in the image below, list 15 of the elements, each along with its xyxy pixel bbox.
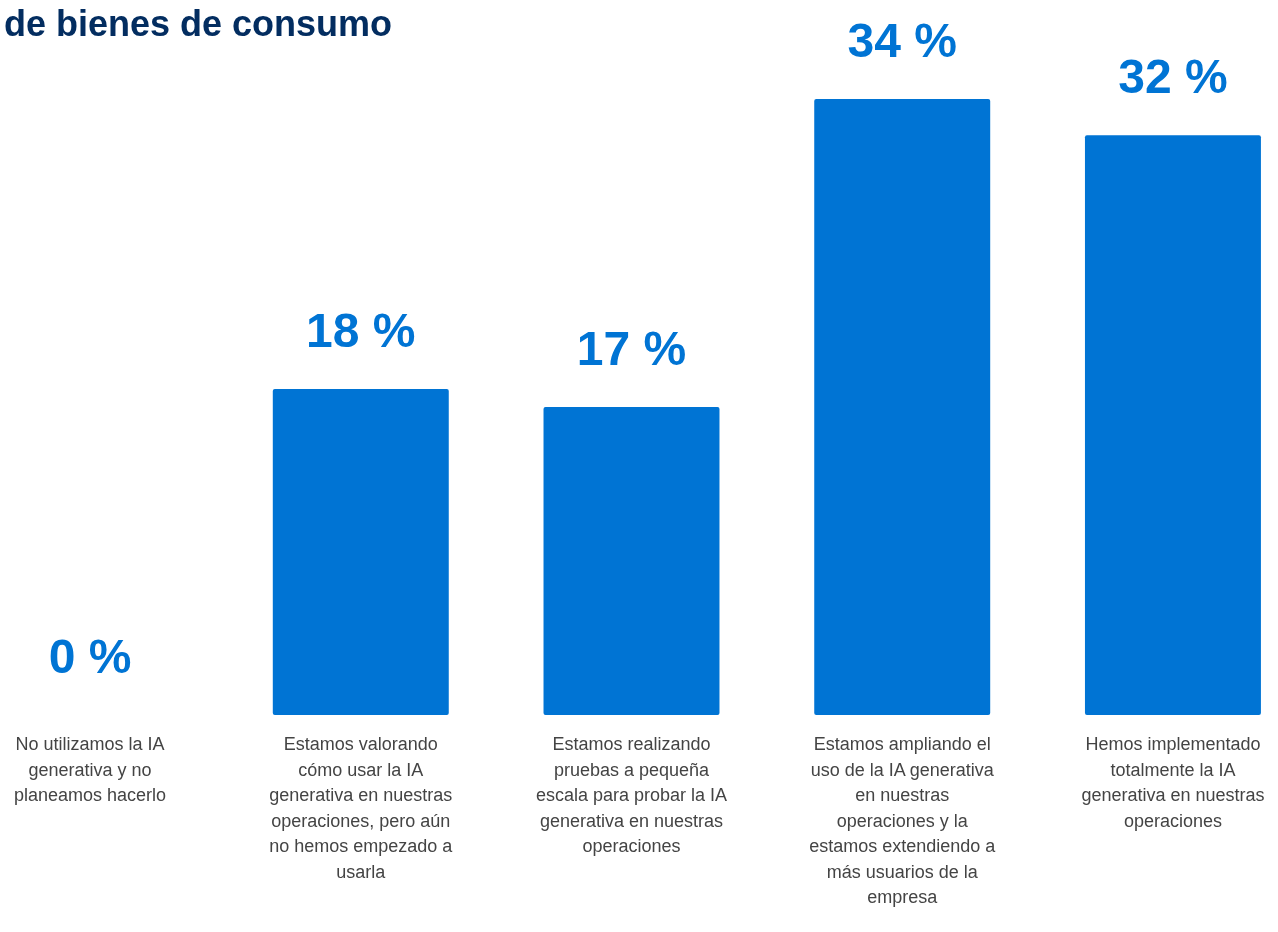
x-tick-label: Estamos ampliando el uso de la IA generativa en nuestras operaciones y la estamos extendiendo a más usuarios de la empresa	[809, 734, 997, 907]
x-tick-label: No utilizamos la IA generativa y no planeamos hacerlo	[14, 734, 167, 805]
bar	[272, 388, 449, 715]
x-tick-label: Estamos valorando cómo usar la IA generativa en nuestras operaciones, pero aún no hemos empezado a usarla	[269, 734, 454, 882]
data-label: 34 %	[847, 14, 957, 67]
chart-title: de bienes de consumo	[4, 3, 393, 44]
data-label: 0 %	[48, 630, 132, 683]
x-tick-label: Hemos implementado totalmente la IA generativa en nuestras operaciones	[1081, 734, 1265, 831]
data-label: 17 %	[576, 322, 687, 375]
x-tick-label: Estamos realizando pruebas a pequeña escala para probar la IA generativa en nuestras operaciones	[535, 734, 728, 856]
bar	[543, 407, 720, 715]
data-label: 32 %	[1118, 50, 1228, 104]
bar	[1084, 135, 1261, 715]
data-label: 18 %	[306, 303, 416, 357]
bar	[814, 99, 991, 715]
